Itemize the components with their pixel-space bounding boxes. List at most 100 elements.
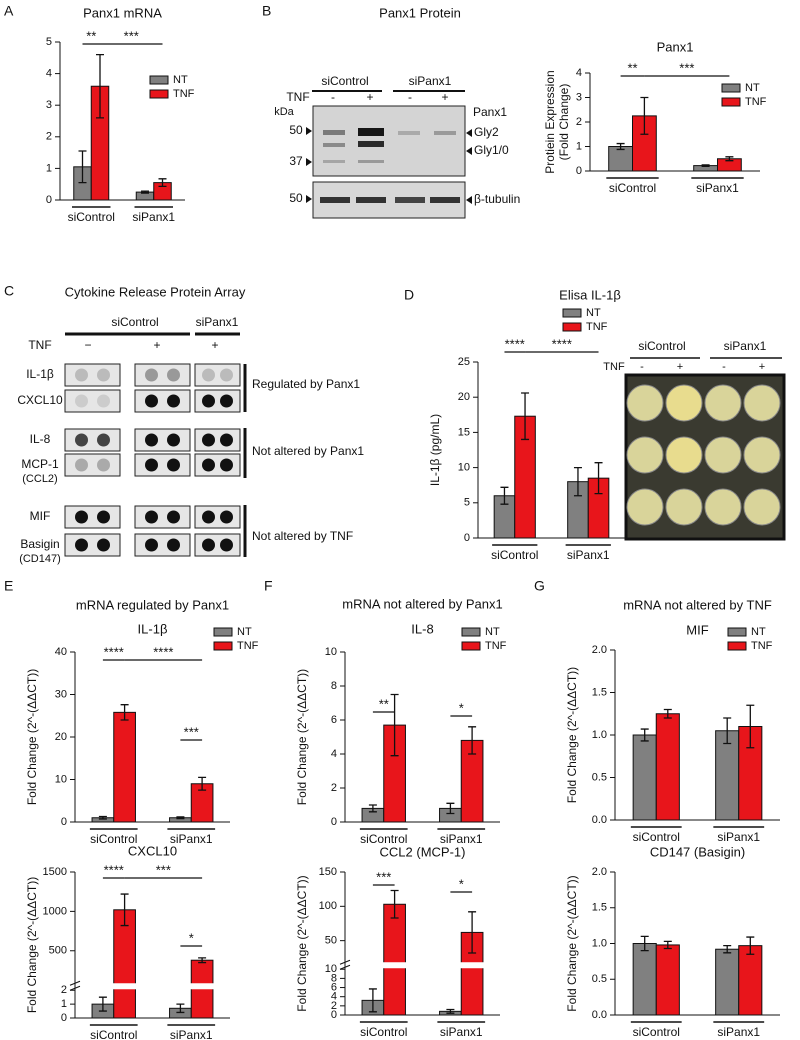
array-title: Cytokine Release Protein Array <box>65 284 246 299</box>
lane-label: - <box>722 361 726 373</box>
array-spot <box>75 394 88 408</box>
lane-label: + <box>677 361 683 373</box>
legend-label: TNF <box>173 88 195 100</box>
x-tick-label: siPanx1 <box>717 830 760 844</box>
arrowhead <box>306 195 312 203</box>
y-tick-label: 0 <box>61 1012 67 1024</box>
array-spot <box>145 538 158 552</box>
row-label: MIF <box>30 509 51 523</box>
array-spot <box>97 368 110 382</box>
y-tick-label: 1000 <box>43 905 67 917</box>
row-label: Basigin <box>20 537 59 551</box>
band <box>358 160 384 163</box>
row-label: (CCL2) <box>22 473 57 485</box>
x-tick-label: siPanx1 <box>717 1025 760 1039</box>
y-tick-label: 3 <box>576 91 582 103</box>
y-tick-label: 6 <box>331 714 337 726</box>
x-tick-label: siPanx1 <box>170 832 213 846</box>
error-bar <box>176 816 185 820</box>
well <box>704 436 742 474</box>
y-tick-label: 1.5 <box>592 686 607 698</box>
band <box>430 197 460 203</box>
legend-label: NT <box>586 307 601 319</box>
x-tick-label: siControl <box>360 832 407 846</box>
legend-label: NT <box>745 82 760 94</box>
error-bar <box>723 717 732 745</box>
error-bar <box>446 802 455 815</box>
array-spot <box>145 510 158 524</box>
error-bar <box>98 996 107 1012</box>
array-spot <box>97 510 110 524</box>
significance-label: **** <box>552 336 572 351</box>
array-spot <box>220 433 233 447</box>
chart-title: CXCL10 <box>128 843 177 858</box>
array-spot <box>167 394 180 408</box>
array-box <box>134 453 191 477</box>
row-label: IL-1β <box>26 367 54 381</box>
treatment-label: TNF <box>603 361 625 373</box>
legend-label: NT <box>485 626 500 638</box>
error-bar <box>120 704 129 721</box>
y-tick-label: 3 <box>46 99 52 111</box>
section-label: Regulated by Panx1 <box>252 377 360 391</box>
well <box>626 436 664 474</box>
treatment-label: TNF <box>286 90 309 104</box>
error-bar <box>96 53 104 119</box>
arrowhead <box>466 196 472 204</box>
band-label: Gly1/0 <box>474 143 509 157</box>
array-spot <box>167 458 180 472</box>
legend-swatch <box>721 97 741 107</box>
panel-letter: B <box>262 3 271 19</box>
y-tick-label: 0 <box>61 816 67 828</box>
error-bar <box>640 96 649 135</box>
group-label: siPanx1 <box>724 339 767 353</box>
legend-swatch <box>213 641 233 651</box>
y-tick-label: 2 <box>61 984 67 996</box>
y-tick-label: 10 <box>55 773 67 785</box>
y-tick-label: 0 <box>576 165 582 177</box>
array-box <box>64 363 121 387</box>
marker-label: 50 <box>289 191 303 205</box>
y-tick-label: 10 <box>458 462 470 474</box>
western-blot: Panx1 Protein siControl siPanx1 TNF - + … <box>274 5 520 219</box>
y-tick-label: 150 <box>319 866 337 878</box>
y-tick-label: 2.0 <box>592 644 607 656</box>
marker-label: 37 <box>289 154 303 168</box>
error-bar <box>701 164 710 167</box>
treatment-label: TNF <box>28 338 51 352</box>
lane-label: + <box>759 361 765 373</box>
legend-swatch <box>149 75 169 85</box>
y-tick-label: 0.5 <box>592 973 607 985</box>
array-box <box>134 505 191 529</box>
y-tick-label: 50 <box>325 935 337 947</box>
band <box>434 131 456 135</box>
bar <box>738 945 763 1016</box>
band <box>323 160 345 163</box>
array-box <box>134 389 191 413</box>
error-bar <box>746 704 755 749</box>
bar <box>632 943 657 1016</box>
legend-swatch <box>461 641 481 651</box>
error-bar <box>158 178 167 188</box>
array-box <box>194 389 241 413</box>
array-spot <box>202 394 215 408</box>
array-box <box>134 363 191 387</box>
y-tick-label: 15 <box>458 426 470 438</box>
marker-label: 50 <box>289 123 303 137</box>
panel-letter: E <box>4 578 13 594</box>
y-tick-label: 2 <box>46 131 52 143</box>
cytokine-array: Cytokine Release Protein Array siControl… <box>17 284 364 564</box>
y-tick-label: 4 <box>331 748 337 760</box>
axis-break <box>337 962 500 969</box>
y-tick-label: 1.0 <box>592 937 607 949</box>
array-spot <box>75 368 88 382</box>
significance-label: ** <box>627 60 637 75</box>
y-tick-label: 0.0 <box>592 814 607 826</box>
bar <box>655 713 680 821</box>
x-tick-label: siPanx1 <box>132 210 175 224</box>
y-tick-label: 0 <box>464 532 470 544</box>
array-spot <box>145 368 158 382</box>
array-spot <box>97 394 110 408</box>
band <box>358 141 384 147</box>
lane-label: + <box>153 338 160 352</box>
